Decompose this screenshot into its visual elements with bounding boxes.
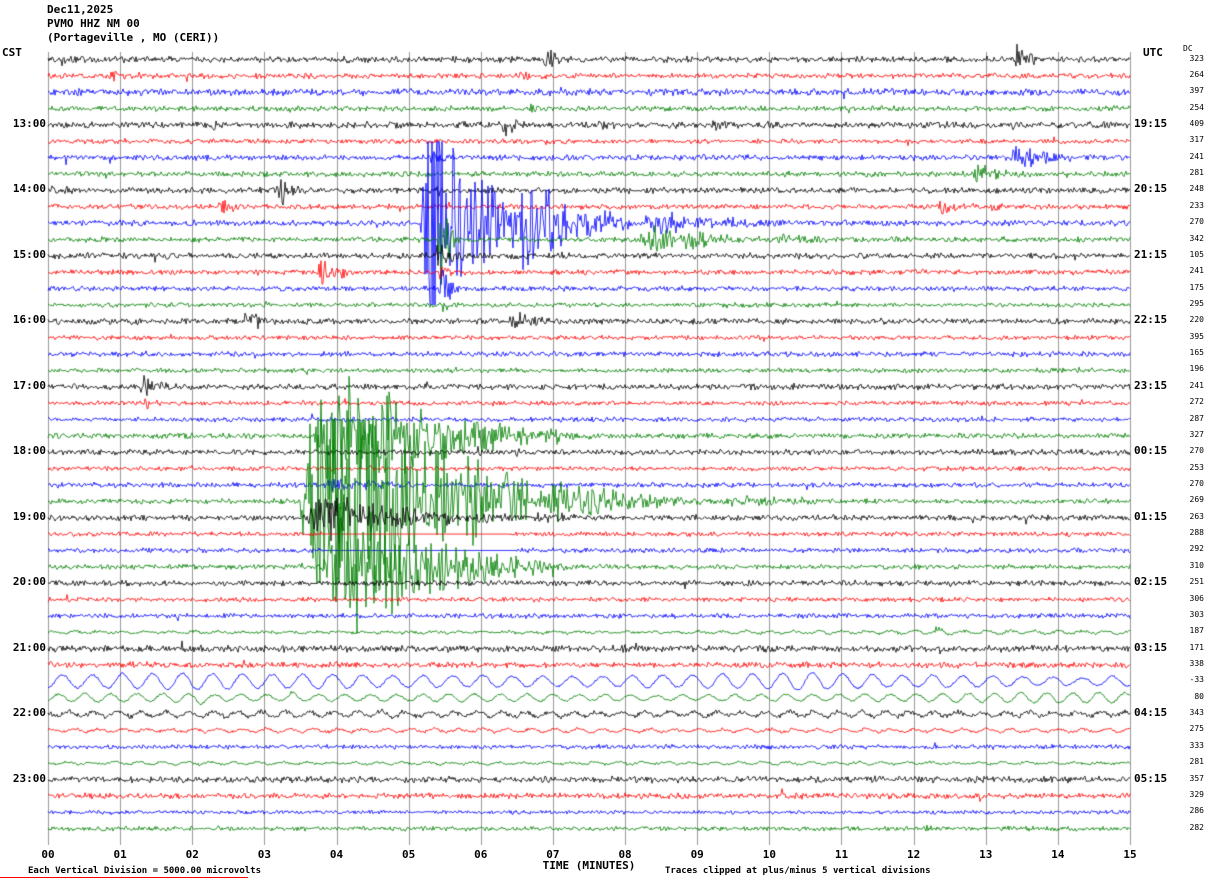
dc-value: 282 xyxy=(1189,822,1204,832)
dc-value: 270 xyxy=(1189,478,1204,488)
utc-hour-label: 23:15 xyxy=(1134,378,1168,392)
cst-hour-label: 19:00 xyxy=(12,509,46,523)
utc-hour-label: 21:15 xyxy=(1134,247,1168,261)
x-tick-label: 02 xyxy=(185,848,199,861)
x-tick-label: 01 xyxy=(113,848,127,861)
cst-hour-label: 23:00 xyxy=(12,771,46,785)
dc-value: 263 xyxy=(1189,511,1204,521)
dc-value: 241 xyxy=(1189,151,1204,161)
cst-hour-label: 22:00 xyxy=(12,706,46,720)
dc-value: 317 xyxy=(1189,135,1204,145)
dc-value: 270 xyxy=(1189,217,1204,227)
dc-value: 165 xyxy=(1189,348,1204,358)
cst-hour-label: 15:00 xyxy=(12,247,46,261)
dc-value: 220 xyxy=(1189,315,1204,325)
utc-hour-label: 00:15 xyxy=(1134,444,1168,458)
x-tick-label: 08 xyxy=(618,848,632,861)
dc-value: 397 xyxy=(1189,86,1204,96)
dc-value: 175 xyxy=(1189,282,1204,292)
dc-value: 342 xyxy=(1189,233,1204,243)
x-tick-label: 12 xyxy=(906,848,921,861)
dc-value: 338 xyxy=(1189,658,1204,668)
dc-value: 287 xyxy=(1189,413,1204,423)
x-tick-label: 14 xyxy=(1051,848,1065,861)
utc-hour-label: 02:15 xyxy=(1134,575,1168,589)
scale-underline xyxy=(0,877,248,878)
right-timezone-label: UTC xyxy=(1143,46,1163,59)
cst-hour-label: 13:00 xyxy=(12,116,46,130)
dc-value: 303 xyxy=(1189,609,1204,619)
dc-value: 105 xyxy=(1189,249,1204,259)
scale-note: Each Vertical Division = 5000.00 microvo… xyxy=(28,866,261,876)
utc-hour-label: 03:15 xyxy=(1134,640,1168,654)
x-tick-label: 11 xyxy=(834,848,849,861)
x-tick-label: 15 xyxy=(1123,848,1137,861)
cst-hour-label: 16:00 xyxy=(12,313,46,327)
dc-value: 248 xyxy=(1189,184,1204,194)
utc-hour-label: 05:15 xyxy=(1134,771,1168,785)
dc-column-header: DC xyxy=(1183,44,1193,53)
cst-hour-label: 20:00 xyxy=(12,575,46,589)
dc-value: 306 xyxy=(1189,593,1204,603)
x-tick-label: 13 xyxy=(979,848,993,861)
dc-value: 264 xyxy=(1189,69,1204,79)
dc-value: 275 xyxy=(1189,724,1204,734)
dc-value: 333 xyxy=(1189,740,1204,750)
dc-value: 272 xyxy=(1189,397,1204,407)
left-timezone-label: CST xyxy=(2,46,22,59)
dc-value: 357 xyxy=(1189,773,1204,783)
dc-value: 251 xyxy=(1189,577,1204,587)
dc-value: 288 xyxy=(1189,528,1204,538)
utc-hour-label: 20:15 xyxy=(1134,182,1168,196)
x-tick-label: 09 xyxy=(690,848,704,861)
dc-value: 241 xyxy=(1189,380,1204,390)
station-label: PVMO HHZ NM 00 xyxy=(47,17,140,30)
cst-hour-label: 18:00 xyxy=(12,444,46,458)
x-tick-label: 05 xyxy=(402,848,416,861)
dc-value: 343 xyxy=(1189,708,1204,718)
location-label: (Portageville , MO (CERI)) xyxy=(47,31,220,44)
x-tick-label: 04 xyxy=(329,848,344,861)
x-tick-label: 07 xyxy=(546,848,560,861)
dc-value: 327 xyxy=(1189,429,1204,439)
dc-value: 286 xyxy=(1189,806,1204,816)
dc-value: 241 xyxy=(1189,266,1204,276)
x-tick-label: 00 xyxy=(41,848,55,861)
dc-value: 295 xyxy=(1189,298,1204,308)
dc-value: 253 xyxy=(1189,462,1204,472)
dc-value: 80 xyxy=(1194,691,1204,701)
date-label: Dec11,2025 xyxy=(47,3,114,16)
dc-value: 233 xyxy=(1189,200,1204,210)
dc-value: 171 xyxy=(1189,642,1204,652)
utc-hour-label: 22:15 xyxy=(1134,313,1168,327)
dc-value: -33 xyxy=(1189,675,1204,685)
x-tick-label: 06 xyxy=(474,848,488,861)
dc-value: 310 xyxy=(1189,560,1204,570)
utc-hour-label: 04:15 xyxy=(1134,706,1168,720)
dc-value: 323 xyxy=(1189,53,1204,63)
dc-value: 269 xyxy=(1189,495,1204,505)
dc-value: 329 xyxy=(1189,789,1204,799)
dc-value: 395 xyxy=(1189,331,1204,341)
cst-hour-label: 21:00 xyxy=(12,640,46,654)
utc-hour-label: 19:15 xyxy=(1134,116,1168,130)
x-axis-title: TIME (MINUTES) xyxy=(542,859,636,872)
dc-value: 292 xyxy=(1189,544,1204,554)
dc-value: 254 xyxy=(1189,102,1204,112)
dc-value: 409 xyxy=(1189,118,1204,128)
x-tick-label: 10 xyxy=(762,848,776,861)
cst-hour-label: 14:00 xyxy=(12,182,46,196)
cst-hour-label: 17:00 xyxy=(12,378,46,392)
dc-value: 187 xyxy=(1189,626,1204,636)
clip-note: Traces clipped at plus/minus 5 vertical … xyxy=(665,866,931,876)
dc-value: 196 xyxy=(1189,364,1204,374)
dc-value: 270 xyxy=(1189,446,1204,456)
dc-value: 281 xyxy=(1189,168,1204,178)
dc-value: 281 xyxy=(1189,757,1204,767)
x-tick-label: 03 xyxy=(257,848,272,861)
utc-hour-label: 01:15 xyxy=(1134,509,1168,523)
